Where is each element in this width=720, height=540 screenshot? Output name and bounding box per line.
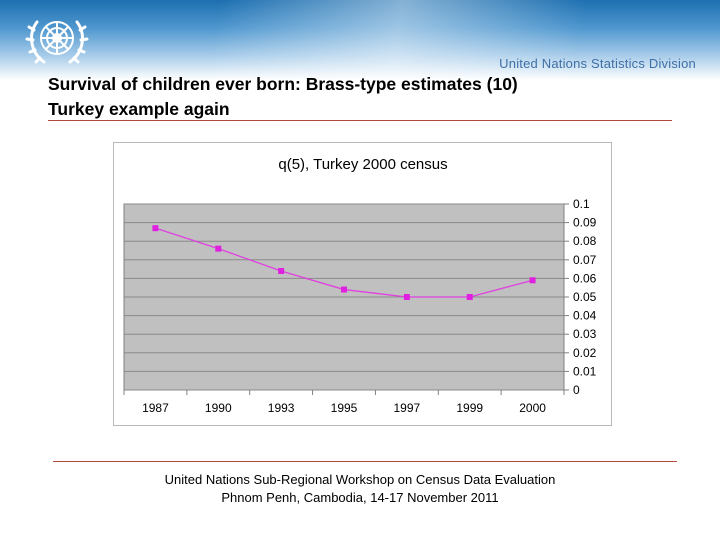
x-tick-label: 2000 <box>519 401 546 415</box>
x-tick-label: 1995 <box>331 401 358 415</box>
data-point <box>466 294 473 300</box>
header-highlight <box>0 0 720 80</box>
title-divider <box>48 120 672 121</box>
x-tick-label: 1997 <box>394 401 421 415</box>
data-point <box>403 294 410 300</box>
slide-title: Survival of children ever born: Brass-ty… <box>48 72 688 122</box>
y-tick-label: 0.07 <box>573 253 597 267</box>
y-tick-label: 0 <box>573 383 580 397</box>
footer: United Nations Sub-Regional Workshop on … <box>0 471 720 507</box>
y-tick-label: 0.03 <box>573 327 597 341</box>
x-tick-label: 1990 <box>205 401 232 415</box>
data-point <box>529 277 536 284</box>
y-tick-label: 0.01 <box>573 364 597 378</box>
slide-title-line-1: Survival of children ever born: Brass-ty… <box>48 74 518 94</box>
chart-title: q(5), Turkey 2000 census <box>278 156 447 173</box>
data-point <box>152 225 159 232</box>
data-point <box>215 245 222 252</box>
footer-divider <box>53 461 677 462</box>
y-tick-label: 0.09 <box>573 216 597 230</box>
y-tick-label: 0.02 <box>573 346 597 360</box>
y-tick-label: 0.06 <box>573 271 597 285</box>
slide-title-line-2: Turkey example again <box>48 99 230 119</box>
un-emblem-icon <box>25 20 89 64</box>
y-tick-label: 0.05 <box>573 290 597 304</box>
y-tick-label: 0.08 <box>573 234 597 248</box>
q5-line-chart: q(5), Turkey 2000 census 0 0.01 0.02 0.03 0.0… <box>123 156 597 415</box>
y-tick-label: 0.04 <box>573 309 597 323</box>
header-banner <box>0 0 720 80</box>
y-tick-label: 0.1 <box>573 197 590 211</box>
data-point <box>341 286 347 293</box>
x-tick-label: 1987 <box>142 401 169 415</box>
footer-line-2: Phnom Penh, Cambodia, 14-17 November 201… <box>221 490 499 505</box>
x-tick-label: 1999 <box>456 401 483 415</box>
data-point <box>278 267 285 274</box>
footer-line-1: United Nations Sub-Regional Workshop on … <box>164 472 556 487</box>
chart-frame: q(5), Turkey 2000 census 0 0.01 0.02 0.03 0.0… <box>113 142 612 426</box>
organization-name: United Nations Statistics Division <box>499 56 696 71</box>
x-tick-label: 1993 <box>268 401 295 415</box>
